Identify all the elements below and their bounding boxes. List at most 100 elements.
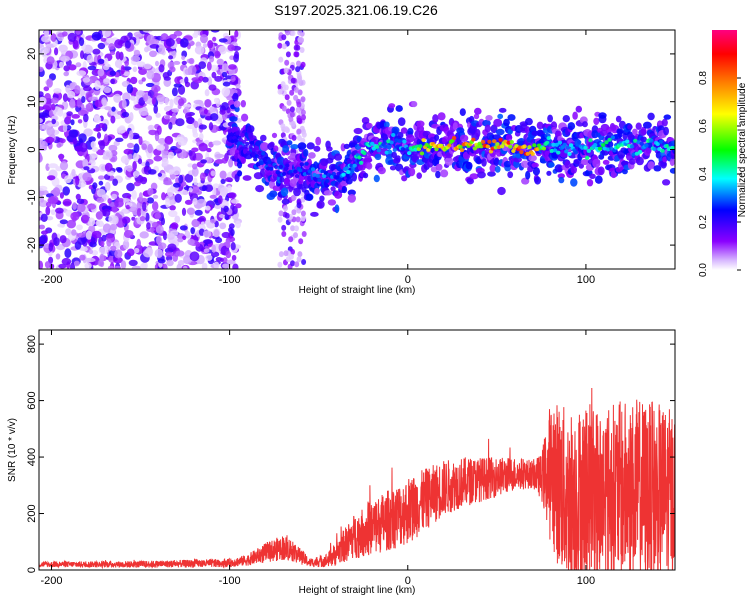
spectrogram-cell [221, 86, 231, 97]
spectrogram-cell [240, 100, 246, 108]
spectrogram-cell [299, 37, 304, 44]
spectrogram-cell [300, 96, 306, 103]
spectrogram-cell [245, 141, 250, 146]
spectrogram-cell [83, 128, 93, 137]
spectrogram-cell [231, 254, 237, 261]
spectrogram-cell [88, 184, 94, 190]
spectrogram-cell [485, 144, 490, 149]
spectrogram-cell [145, 82, 155, 88]
spectrogram-cell [39, 118, 43, 124]
spectrogram-cell [138, 192, 143, 202]
spectrogram-cell [92, 182, 98, 190]
spectrogram-cell [111, 106, 116, 112]
spectrogram-cell [300, 61, 306, 68]
spectrogram-cell [179, 225, 188, 231]
spectrogram-cell [164, 135, 174, 145]
spectrogram-cell [296, 256, 302, 263]
spectrogram-cell [177, 139, 187, 146]
spectrogram-cell [203, 239, 213, 245]
spectrogram-cell [104, 57, 109, 67]
spectrogram-cell [459, 134, 469, 142]
spectrogram-cell [293, 232, 298, 239]
spectrogram-cell [411, 101, 418, 108]
spectrogram-cell [45, 201, 52, 208]
spectrogram-cell [69, 98, 76, 109]
spectrogram-cell [210, 30, 220, 33]
spectrogram-cell [103, 133, 109, 143]
spectrogram-cell [169, 34, 177, 40]
spectrogram-cell [94, 80, 101, 90]
spectrogram-cell [424, 142, 429, 147]
spectrogram-cell [316, 200, 325, 209]
spectrogram-cell [78, 133, 87, 143]
spectrogram-cell [144, 165, 149, 172]
spectrogram-cell [96, 197, 104, 203]
spectrogram-cell [204, 205, 211, 211]
spectrogram-cell [283, 126, 289, 133]
spectrogram-cell [395, 144, 401, 149]
spectrogram-cell [102, 30, 112, 38]
spectrogram-cell [298, 168, 303, 173]
spectrogram-cell [300, 210, 306, 217]
spectrogram-cell [217, 45, 227, 55]
spectrogram-cell [65, 84, 71, 94]
spectrogram-cell [192, 132, 199, 138]
spectrogram-cell [241, 113, 249, 122]
spectrogram-cell [120, 65, 125, 75]
spectrogram-cell [269, 166, 274, 171]
spectrogram-cell [143, 93, 149, 102]
spectrogram-cell [41, 35, 51, 43]
spectrogram-cell [280, 187, 289, 197]
spectrogram-cell [293, 51, 299, 58]
spectrogram-cell [132, 66, 138, 73]
spectrogram-cell [330, 174, 335, 179]
spectrogram-cell [290, 30, 296, 37]
spectrogram-cell [222, 263, 230, 269]
spectrogram-cell [184, 76, 189, 84]
spectrogram-cell [575, 105, 582, 113]
spectrogram-cell [289, 111, 295, 118]
spectrogram-cell [133, 170, 140, 177]
spectrogram-cell [215, 237, 223, 244]
spectrogram-cell [168, 210, 178, 218]
spectrogram-cell [83, 113, 89, 123]
spectrogram-cell [520, 160, 530, 168]
spectrogram-cell [627, 124, 633, 130]
spectrogram-cell [628, 158, 636, 165]
spectrogram-cell [647, 112, 655, 121]
spectrogram-cell [353, 127, 363, 135]
spectrogram-cell [323, 170, 328, 175]
spectrogram-cell [300, 215, 306, 222]
spectrogram-cell [121, 111, 130, 118]
spectrogram-cell [317, 177, 322, 182]
spectrogram-cell [282, 145, 290, 153]
spectrogram-cell [289, 106, 295, 113]
spectrogram-cell [334, 175, 340, 180]
spectrogram-cell [197, 217, 205, 222]
spectrogram-cell [331, 171, 336, 176]
spectrogram-cell [660, 160, 667, 169]
spectrogram-cell [78, 37, 85, 46]
spectrogram-cell [195, 241, 201, 247]
spectrogram-cell [297, 89, 303, 96]
spectrogram-cell [382, 144, 388, 149]
spectrogram-cell [182, 235, 187, 241]
spectrogram-cell [599, 129, 608, 137]
spectrogram-cell [186, 124, 196, 129]
spectrogram-cell [137, 91, 146, 96]
spectrogram-cell [43, 102, 52, 110]
spectrogram-cell [182, 190, 189, 196]
spectrogram-cell [556, 150, 561, 155]
spectrogram-cell [186, 116, 195, 124]
spectrogram-cell [500, 144, 505, 149]
spectrogram-cell [617, 129, 623, 139]
spectrogram-cell [525, 170, 531, 180]
spectrogram-cell [59, 192, 64, 199]
spectrogram-cell [198, 76, 204, 81]
spectrogram-cell [82, 172, 92, 182]
spectrogram-cell [315, 136, 322, 146]
spectrogram-cell [191, 219, 200, 228]
spectrogram-cell [138, 136, 143, 146]
spectrogram-cell [148, 129, 158, 136]
